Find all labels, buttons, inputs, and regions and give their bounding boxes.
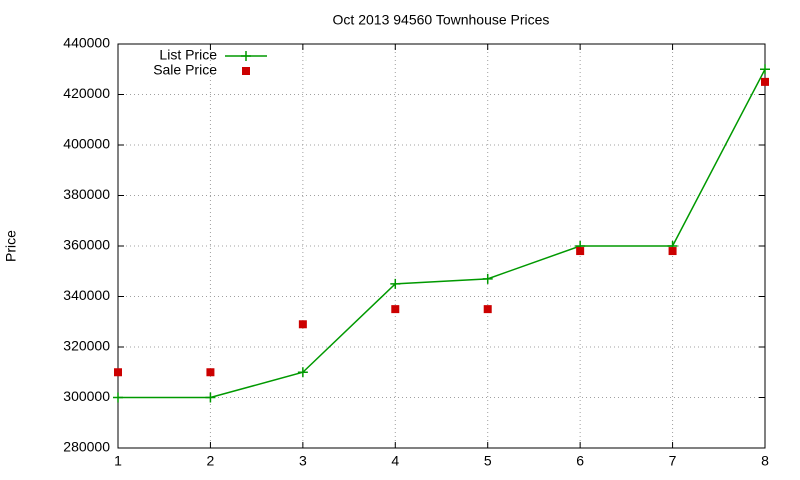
y-tick-label: 340000 — [63, 287, 110, 303]
plot-frame — [117, 43, 766, 449]
y-tick-label: 360000 — [63, 237, 110, 253]
chart-title: Oct 2013 94560 Townhouse Prices — [333, 12, 550, 28]
point-marker — [668, 247, 677, 256]
x-tick-label: 7 — [669, 453, 677, 469]
y-tick-label: 300000 — [63, 388, 110, 404]
x-tick-label: 8 — [761, 453, 769, 469]
point-marker — [297, 367, 308, 378]
series-line — [118, 68, 766, 399]
x-tick-label: 5 — [484, 453, 492, 469]
point-marker — [760, 64, 770, 75]
legend-label: Sale Price — [153, 62, 217, 78]
x-tick-label: 3 — [299, 453, 307, 469]
legend-label: List Price — [159, 47, 217, 63]
point-marker — [483, 305, 492, 314]
point-marker — [205, 392, 216, 403]
x-tick-label: 6 — [576, 453, 584, 469]
point-marker — [482, 273, 493, 284]
y-tick-label: 280000 — [63, 439, 110, 455]
x-tick-label: 4 — [391, 453, 399, 469]
point-marker — [761, 77, 769, 86]
point-marker — [113, 392, 123, 403]
y-tick-label: 320000 — [63, 338, 110, 354]
point-marker — [206, 368, 215, 377]
y-tick-label: 420000 — [63, 85, 110, 101]
y-axis-label: Price — [3, 230, 19, 262]
point-marker — [298, 320, 307, 329]
point-marker — [391, 305, 400, 314]
x-tick-label: 1 — [114, 453, 122, 469]
point-marker — [390, 278, 401, 289]
point-marker — [114, 368, 122, 377]
y-tick-label: 380000 — [63, 186, 110, 202]
point-marker — [576, 247, 585, 256]
x-tick-label: 2 — [207, 453, 215, 469]
y-tick-label: 440000 — [63, 35, 110, 51]
legend-marker — [242, 67, 250, 75]
legend-marker — [241, 51, 251, 61]
y-tick-label: 400000 — [63, 136, 110, 152]
